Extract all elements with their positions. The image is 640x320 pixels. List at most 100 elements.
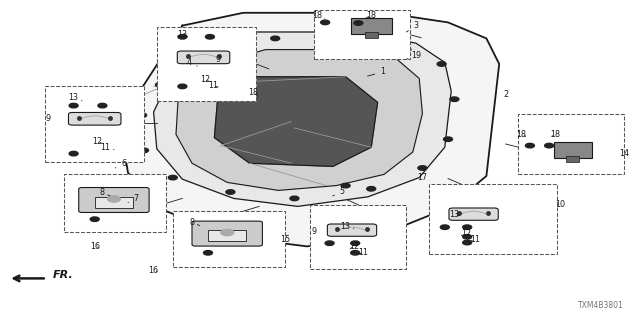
Text: 18: 18: [550, 130, 561, 139]
Circle shape: [437, 62, 446, 66]
Bar: [45, 86, 144, 162]
Circle shape: [168, 175, 177, 180]
Text: FR.: FR.: [53, 269, 74, 280]
Circle shape: [367, 187, 376, 191]
Circle shape: [205, 35, 214, 39]
FancyBboxPatch shape: [79, 188, 149, 212]
Text: 9: 9: [215, 55, 220, 64]
FancyBboxPatch shape: [351, 18, 392, 34]
Text: 6: 6: [115, 159, 126, 168]
Circle shape: [444, 137, 452, 141]
Circle shape: [463, 235, 472, 239]
FancyBboxPatch shape: [177, 51, 230, 64]
Circle shape: [200, 49, 209, 53]
Circle shape: [248, 94, 257, 98]
Text: 18: 18: [366, 11, 376, 20]
Polygon shape: [214, 77, 378, 166]
Text: 12: 12: [92, 137, 102, 146]
Polygon shape: [122, 13, 499, 246]
FancyBboxPatch shape: [554, 142, 592, 158]
Circle shape: [271, 36, 280, 41]
Circle shape: [226, 190, 235, 194]
Text: 13: 13: [68, 93, 82, 102]
Text: 16: 16: [90, 242, 100, 251]
Circle shape: [440, 225, 449, 229]
Text: TXM4B3801: TXM4B3801: [579, 301, 624, 310]
Text: 9: 9: [311, 228, 316, 236]
Circle shape: [341, 183, 350, 188]
Circle shape: [90, 217, 99, 221]
Text: 11: 11: [208, 81, 218, 90]
Circle shape: [69, 103, 78, 108]
Circle shape: [325, 241, 334, 245]
Text: 4: 4: [186, 58, 197, 67]
Circle shape: [351, 251, 360, 255]
Text: 13: 13: [449, 210, 460, 219]
Bar: [310, 205, 406, 269]
Circle shape: [178, 35, 187, 39]
Bar: [95, 197, 133, 208]
Circle shape: [156, 83, 164, 87]
Text: 15: 15: [280, 235, 290, 244]
Text: 9: 9: [45, 114, 51, 123]
Circle shape: [545, 143, 554, 148]
Circle shape: [178, 84, 187, 89]
Circle shape: [351, 241, 360, 245]
Circle shape: [321, 20, 330, 25]
Text: 12: 12: [200, 76, 210, 84]
Circle shape: [402, 47, 411, 52]
Text: 11: 11: [358, 248, 369, 257]
Circle shape: [69, 151, 78, 156]
Circle shape: [450, 97, 459, 101]
Text: 1: 1: [367, 68, 385, 76]
Circle shape: [290, 196, 299, 201]
Text: 18: 18: [312, 11, 325, 20]
Circle shape: [108, 196, 120, 202]
Circle shape: [178, 57, 187, 61]
Text: 7: 7: [128, 194, 139, 203]
Circle shape: [98, 103, 107, 108]
Text: 16: 16: [148, 266, 159, 275]
Text: 12: 12: [461, 229, 471, 238]
Text: 2: 2: [503, 90, 508, 99]
Bar: [429, 184, 557, 254]
Bar: [566, 156, 579, 162]
Circle shape: [140, 148, 148, 153]
Text: 17: 17: [414, 173, 428, 182]
Bar: [64, 174, 166, 232]
FancyBboxPatch shape: [328, 224, 376, 236]
Text: 3: 3: [406, 21, 419, 32]
Bar: [365, 33, 378, 38]
Polygon shape: [154, 32, 451, 206]
Text: 10: 10: [555, 200, 565, 209]
Bar: [208, 230, 246, 241]
Circle shape: [463, 240, 472, 245]
FancyBboxPatch shape: [449, 208, 499, 220]
Circle shape: [354, 21, 363, 25]
Text: 18: 18: [248, 88, 258, 97]
Bar: [314, 10, 410, 59]
Circle shape: [418, 166, 427, 170]
Text: 13: 13: [177, 30, 188, 39]
Bar: [518, 114, 624, 174]
Text: 13: 13: [340, 222, 354, 231]
Text: 8: 8: [189, 218, 200, 227]
Bar: [173, 211, 285, 267]
Bar: [157, 27, 256, 101]
Circle shape: [341, 38, 350, 42]
Circle shape: [221, 229, 234, 236]
Text: 18: 18: [516, 130, 527, 139]
Circle shape: [204, 251, 212, 255]
Text: 12: 12: [349, 242, 360, 251]
Text: 19: 19: [406, 52, 421, 60]
FancyBboxPatch shape: [192, 221, 262, 246]
Text: 11: 11: [470, 235, 480, 244]
Text: 11: 11: [100, 143, 114, 152]
Text: 5: 5: [333, 188, 345, 196]
FancyBboxPatch shape: [68, 113, 121, 125]
Circle shape: [138, 113, 147, 117]
Polygon shape: [176, 50, 422, 190]
Text: 14: 14: [619, 149, 629, 158]
Circle shape: [463, 225, 472, 229]
Text: 8: 8: [100, 188, 110, 197]
